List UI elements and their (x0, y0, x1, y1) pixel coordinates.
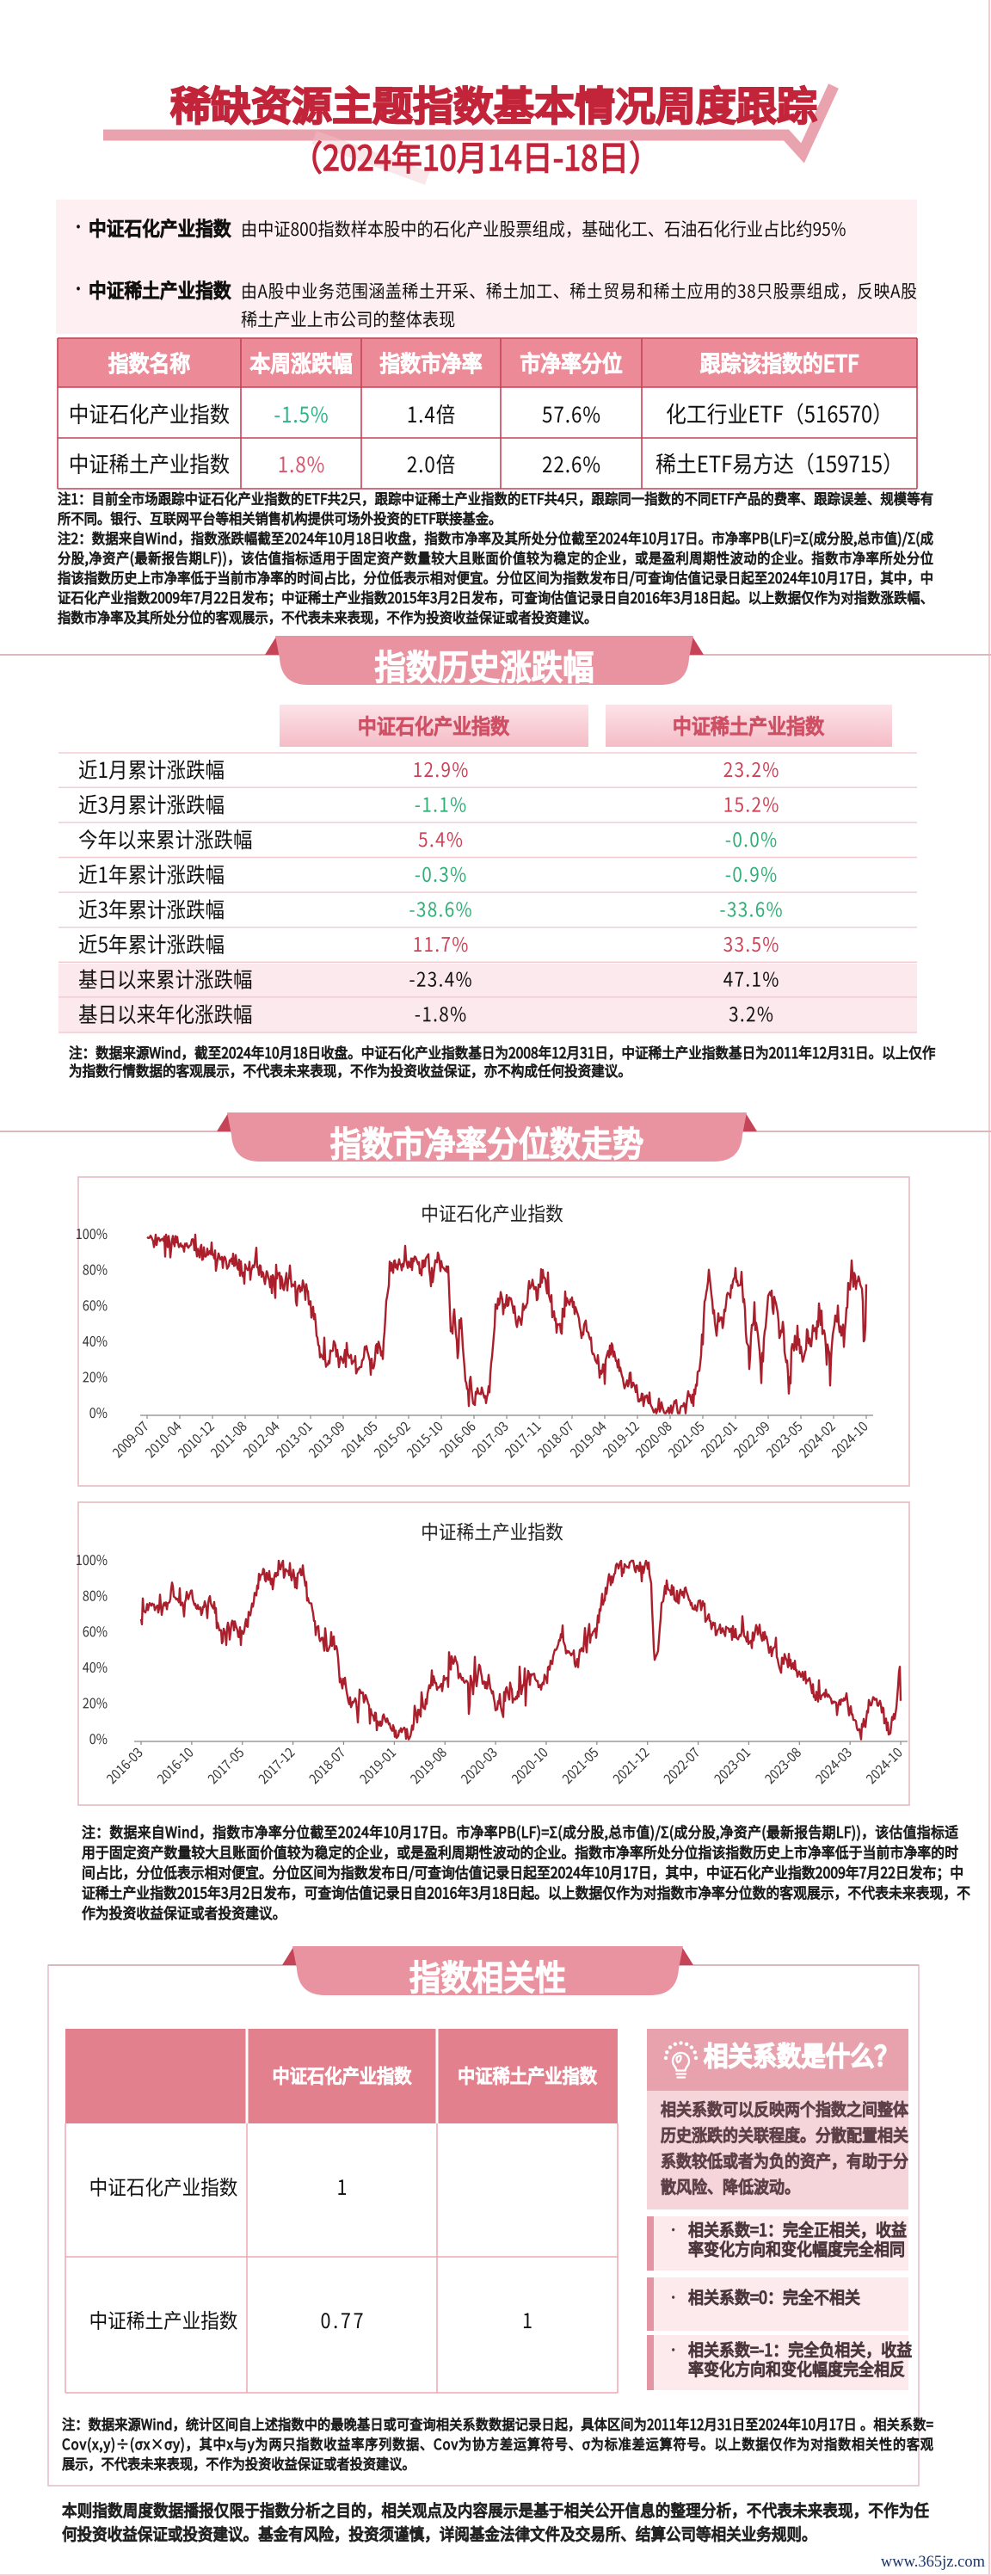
svg-text:www.365jz.com: www.365jz.com (881, 2554, 986, 2571)
